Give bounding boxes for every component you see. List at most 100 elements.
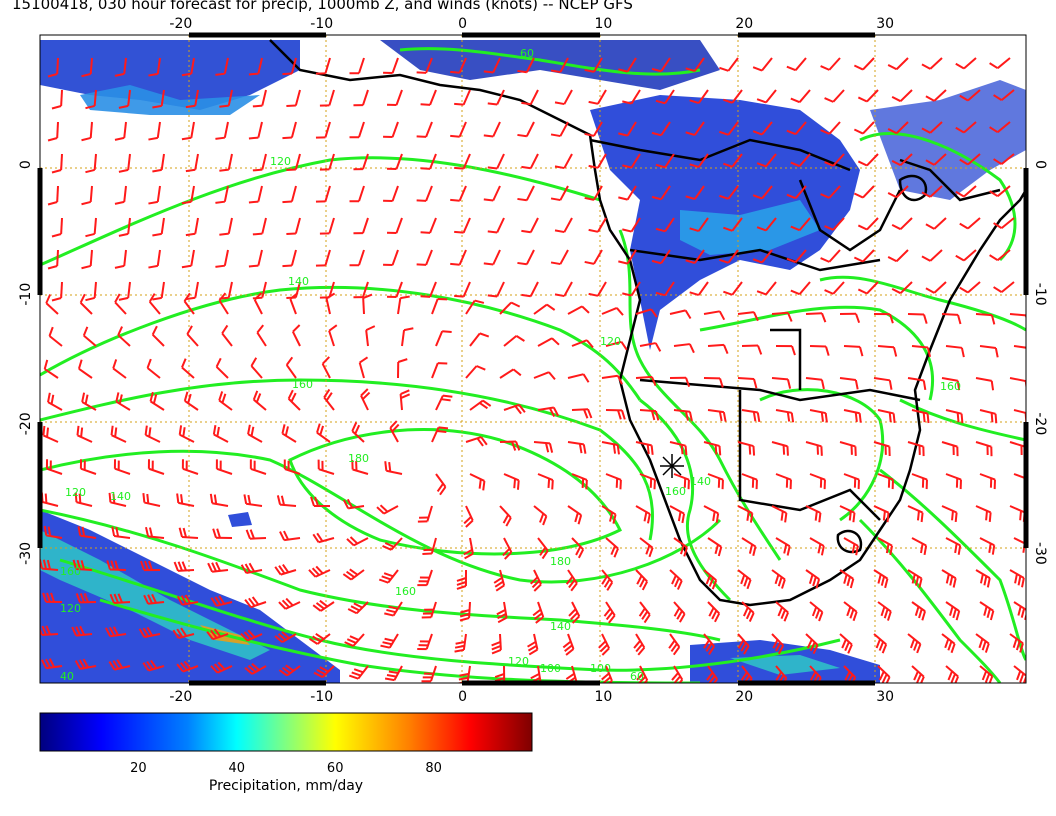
wind-barb	[633, 633, 646, 656]
wind-barb	[775, 601, 790, 622]
border-line	[770, 328, 802, 390]
lon-tick-label: -10	[310, 16, 333, 32]
wind-barb	[673, 343, 695, 354]
wind-barb	[756, 153, 777, 168]
wind-barb	[786, 121, 807, 136]
wind-barb	[639, 342, 662, 352]
wind-barb	[635, 441, 654, 455]
wind-barb	[417, 505, 433, 523]
wind-barb	[993, 153, 1015, 165]
wind-barb	[805, 633, 819, 655]
wind-barb	[887, 57, 909, 71]
wind-barb	[435, 473, 447, 496]
wind-barb	[383, 121, 399, 139]
wind-barb	[752, 121, 773, 136]
wind-barb	[176, 594, 199, 606]
wind-barb	[877, 409, 896, 423]
wind-barb	[618, 249, 637, 265]
wind-barb	[315, 121, 331, 139]
wind-barb	[622, 217, 641, 233]
wind-barb	[75, 592, 97, 604]
wind-barb	[605, 340, 628, 351]
wind-barb	[820, 185, 841, 199]
wind-barb	[719, 121, 739, 136]
contour-line	[399, 47, 701, 76]
wind-barb	[114, 121, 127, 141]
wind-barb	[805, 505, 822, 523]
lon-tick-label: 20	[735, 689, 753, 705]
wind-barb	[45, 459, 63, 475]
wind-barb	[118, 89, 131, 109]
contour-label: 60	[630, 670, 644, 683]
wind-barb	[911, 537, 928, 556]
wind-barb	[186, 325, 199, 347]
wind-barb	[253, 292, 263, 315]
lon-tick-label: 0	[458, 16, 467, 32]
wind-barb	[979, 345, 999, 358]
wind-barb	[775, 345, 796, 356]
frame-ticks	[37, 32, 1029, 686]
border-line	[639, 378, 921, 402]
wind-barb	[215, 249, 229, 268]
wind-barb	[567, 505, 583, 525]
wind-barb	[493, 569, 506, 592]
wind-barb	[756, 89, 777, 104]
wind-barb	[636, 665, 649, 683]
wind-barb	[669, 441, 688, 456]
wind-barb	[112, 359, 127, 379]
wind-barb	[105, 626, 127, 638]
wind-barb	[955, 57, 977, 70]
wind-barb	[365, 325, 376, 347]
wind-barb	[598, 633, 611, 656]
wind-barb	[805, 569, 821, 589]
wind-barb	[809, 409, 828, 423]
wind-barb	[77, 526, 97, 539]
wind-barb	[911, 345, 932, 358]
wind-barb	[941, 505, 958, 523]
wind-barb	[703, 310, 726, 321]
wind-barb	[741, 601, 755, 622]
wind-barb	[358, 356, 369, 379]
wind-barb	[276, 495, 297, 507]
contour-line	[899, 398, 1026, 442]
wind-barb	[181, 249, 195, 269]
border-line	[589, 138, 851, 172]
contour-label: 120	[600, 335, 621, 348]
wind-barb	[752, 185, 773, 200]
wind-barb	[839, 441, 857, 456]
wind-barb	[979, 473, 996, 490]
wind-barb	[857, 89, 879, 103]
wind-barb	[959, 281, 981, 294]
wind-barb	[278, 664, 301, 677]
wind-barb	[349, 121, 365, 139]
wind-barb	[218, 292, 229, 315]
wind-barb	[639, 537, 654, 558]
lat-labels-right: 0 -10 -20 -30	[1032, 160, 1048, 565]
wind-barb	[959, 89, 981, 102]
wind-barb	[703, 441, 722, 456]
wind-barb	[386, 217, 403, 235]
wind-barb	[517, 57, 535, 74]
wind-barb	[809, 345, 830, 356]
wind-barb	[584, 57, 603, 73]
wind-barb	[252, 217, 267, 236]
wind-barb	[181, 185, 195, 205]
wind-barb	[857, 281, 879, 295]
contour-labels: 120 140 160 180 160 140 120 100 60 40 12…	[60, 47, 961, 683]
lon-tick-label: 30	[876, 16, 894, 32]
wind-barb	[421, 665, 437, 683]
wind-barb	[454, 153, 471, 170]
contour-line	[699, 305, 935, 401]
wind-barb	[651, 57, 671, 73]
wind-barb	[1009, 569, 1025, 588]
wind-barb	[45, 294, 59, 315]
wind-barb	[907, 377, 927, 391]
wind-barb	[353, 153, 369, 171]
wind-barb	[313, 665, 335, 678]
wind-barb	[786, 57, 807, 72]
wind-barb	[248, 185, 263, 204]
wind-barb	[110, 425, 127, 443]
lon-labels-bottom: -20 -10 0 10 20 30	[169, 689, 894, 705]
precip-small-patch	[228, 512, 252, 527]
wind-barb	[601, 505, 617, 524]
